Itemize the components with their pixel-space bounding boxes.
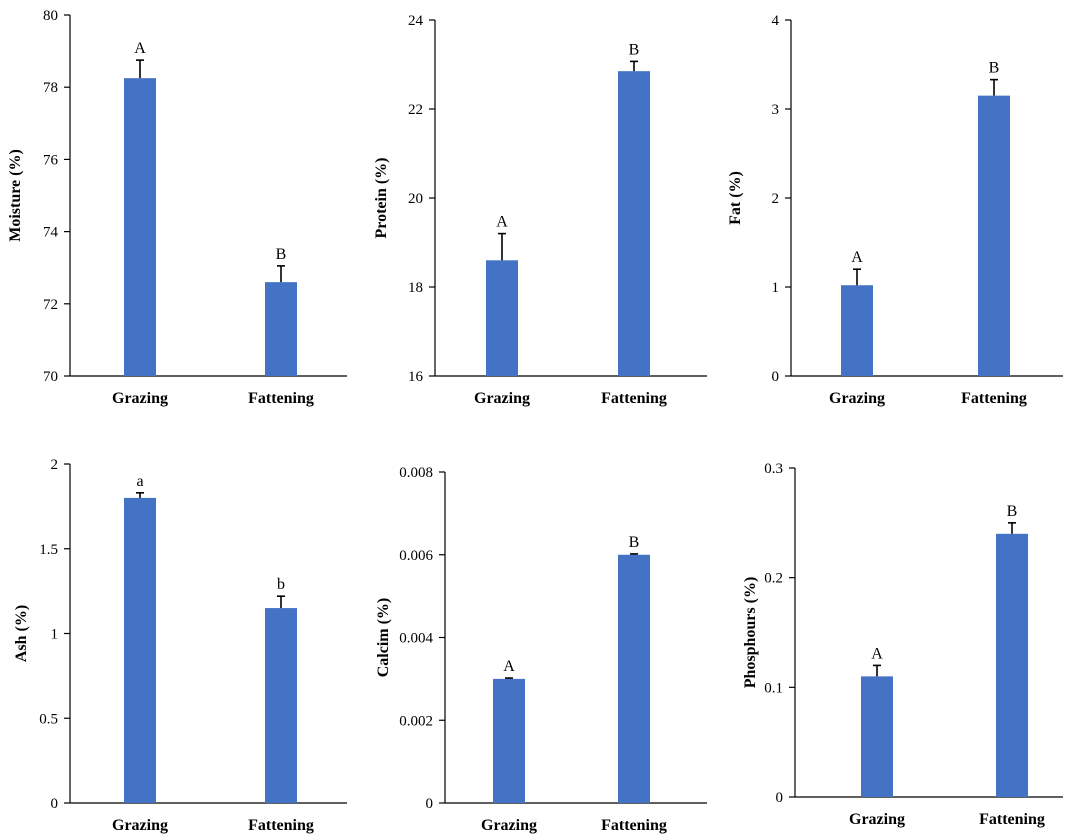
chart-panel: 16 18 20 22 24 Protein (%) A Grazing B Fattening [373, 13, 707, 407]
x-category-label: Grazing [112, 817, 168, 834]
y-axis-label: Ash (%) [13, 605, 30, 662]
bar [265, 608, 297, 803]
y-axis-label: Fat (%) [727, 171, 744, 225]
y-tick-label: 0 [426, 796, 434, 812]
chart-panel: 0 1 2 3 4 Fat (%) A Grazing B Fattening [727, 13, 1063, 407]
chart-panel: 0 0.002 0.004 0.006 0.008 Calcim (%) A Grazing B… [375, 465, 707, 834]
y-axis-label: Moisture (%) [7, 149, 24, 242]
y-tick-label: 0 [776, 790, 784, 806]
y-tick-label: 1 [772, 280, 780, 296]
bar [124, 497, 156, 803]
y-tick-label: 3 [772, 102, 780, 118]
y-tick-label: 24 [408, 13, 424, 29]
y-tick-label: 80 [43, 8, 58, 24]
significance-letter: B [629, 41, 640, 58]
y-tick-label: 0 [51, 796, 59, 812]
chart-panel: 0 0.1 0.2 0.3 Phosphours (%) A Grazing B Fatteni… [742, 461, 1063, 828]
significance-letter: A [851, 249, 863, 266]
y-tick-label: 0.1 [764, 680, 783, 696]
y-tick-label: 0.008 [399, 465, 433, 481]
bar [996, 533, 1028, 797]
x-category-label: Fattening [248, 817, 314, 834]
y-tick-label: 0.006 [399, 548, 433, 564]
significance-letter: a [136, 473, 143, 490]
bar [493, 678, 525, 803]
y-tick-label: 70 [43, 369, 58, 385]
y-tick-label: 0.5 [39, 711, 58, 727]
bar [978, 95, 1010, 377]
significance-letter: A [134, 40, 146, 57]
x-category-label: Grazing [481, 817, 537, 834]
y-axis-label: Protein (%) [373, 157, 390, 238]
y-tick-label: 16 [408, 369, 424, 385]
x-category-label: Grazing [112, 390, 168, 407]
bar [618, 71, 650, 377]
bar [486, 260, 518, 376]
y-tick-label: 76 [43, 152, 59, 168]
y-tick-label: 2 [51, 457, 59, 473]
y-tick-label: 18 [408, 280, 423, 296]
y-tick-label: 0 [772, 369, 780, 385]
significance-letter: A [503, 658, 515, 675]
x-category-label: Fattening [601, 390, 667, 407]
y-tick-label: 0.004 [399, 631, 433, 647]
y-tick-label: 1 [51, 627, 59, 643]
significance-letter: B [1007, 503, 1018, 520]
y-tick-label: 72 [43, 297, 58, 313]
y-tick-label: 0.2 [764, 571, 783, 587]
y-tick-label: 22 [408, 102, 423, 118]
x-category-label: Fattening [979, 811, 1045, 828]
significance-letter: B [276, 246, 287, 263]
significance-letter: A [496, 214, 508, 231]
significance-letter: b [277, 576, 285, 593]
bar [861, 676, 893, 797]
x-category-label: Grazing [829, 390, 885, 407]
y-tick-label: 1.5 [39, 542, 58, 558]
significance-letter: B [989, 60, 1000, 77]
y-axis-label: Calcim (%) [375, 598, 392, 678]
bar [618, 554, 650, 803]
chart-panel: 0 0.5 1 1.5 2 Ash (%) a Grazing b Fattening [13, 457, 347, 834]
x-category-label: Fattening [248, 390, 314, 407]
bar [124, 78, 156, 377]
y-tick-label: 4 [772, 13, 780, 29]
x-category-label: Fattening [961, 390, 1027, 407]
bar [841, 285, 873, 376]
x-category-label: Grazing [474, 390, 530, 407]
x-category-label: Fattening [601, 817, 667, 834]
y-tick-label: 20 [408, 191, 423, 207]
y-tick-label: 0.002 [399, 713, 433, 729]
significance-letter: B [629, 534, 640, 551]
y-tick-label: 78 [43, 80, 58, 96]
y-tick-label: 0.3 [764, 461, 783, 477]
y-axis-label: Phosphours (%) [742, 577, 759, 689]
significance-letter: A [871, 645, 883, 662]
y-tick-label: 2 [772, 191, 780, 207]
y-tick-label: 74 [43, 225, 59, 241]
x-category-label: Grazing [849, 811, 905, 828]
bar [265, 282, 297, 376]
chart-panel: 70 72 74 76 78 80 Moisture (%) A Grazing B Fatteni… [7, 8, 347, 407]
